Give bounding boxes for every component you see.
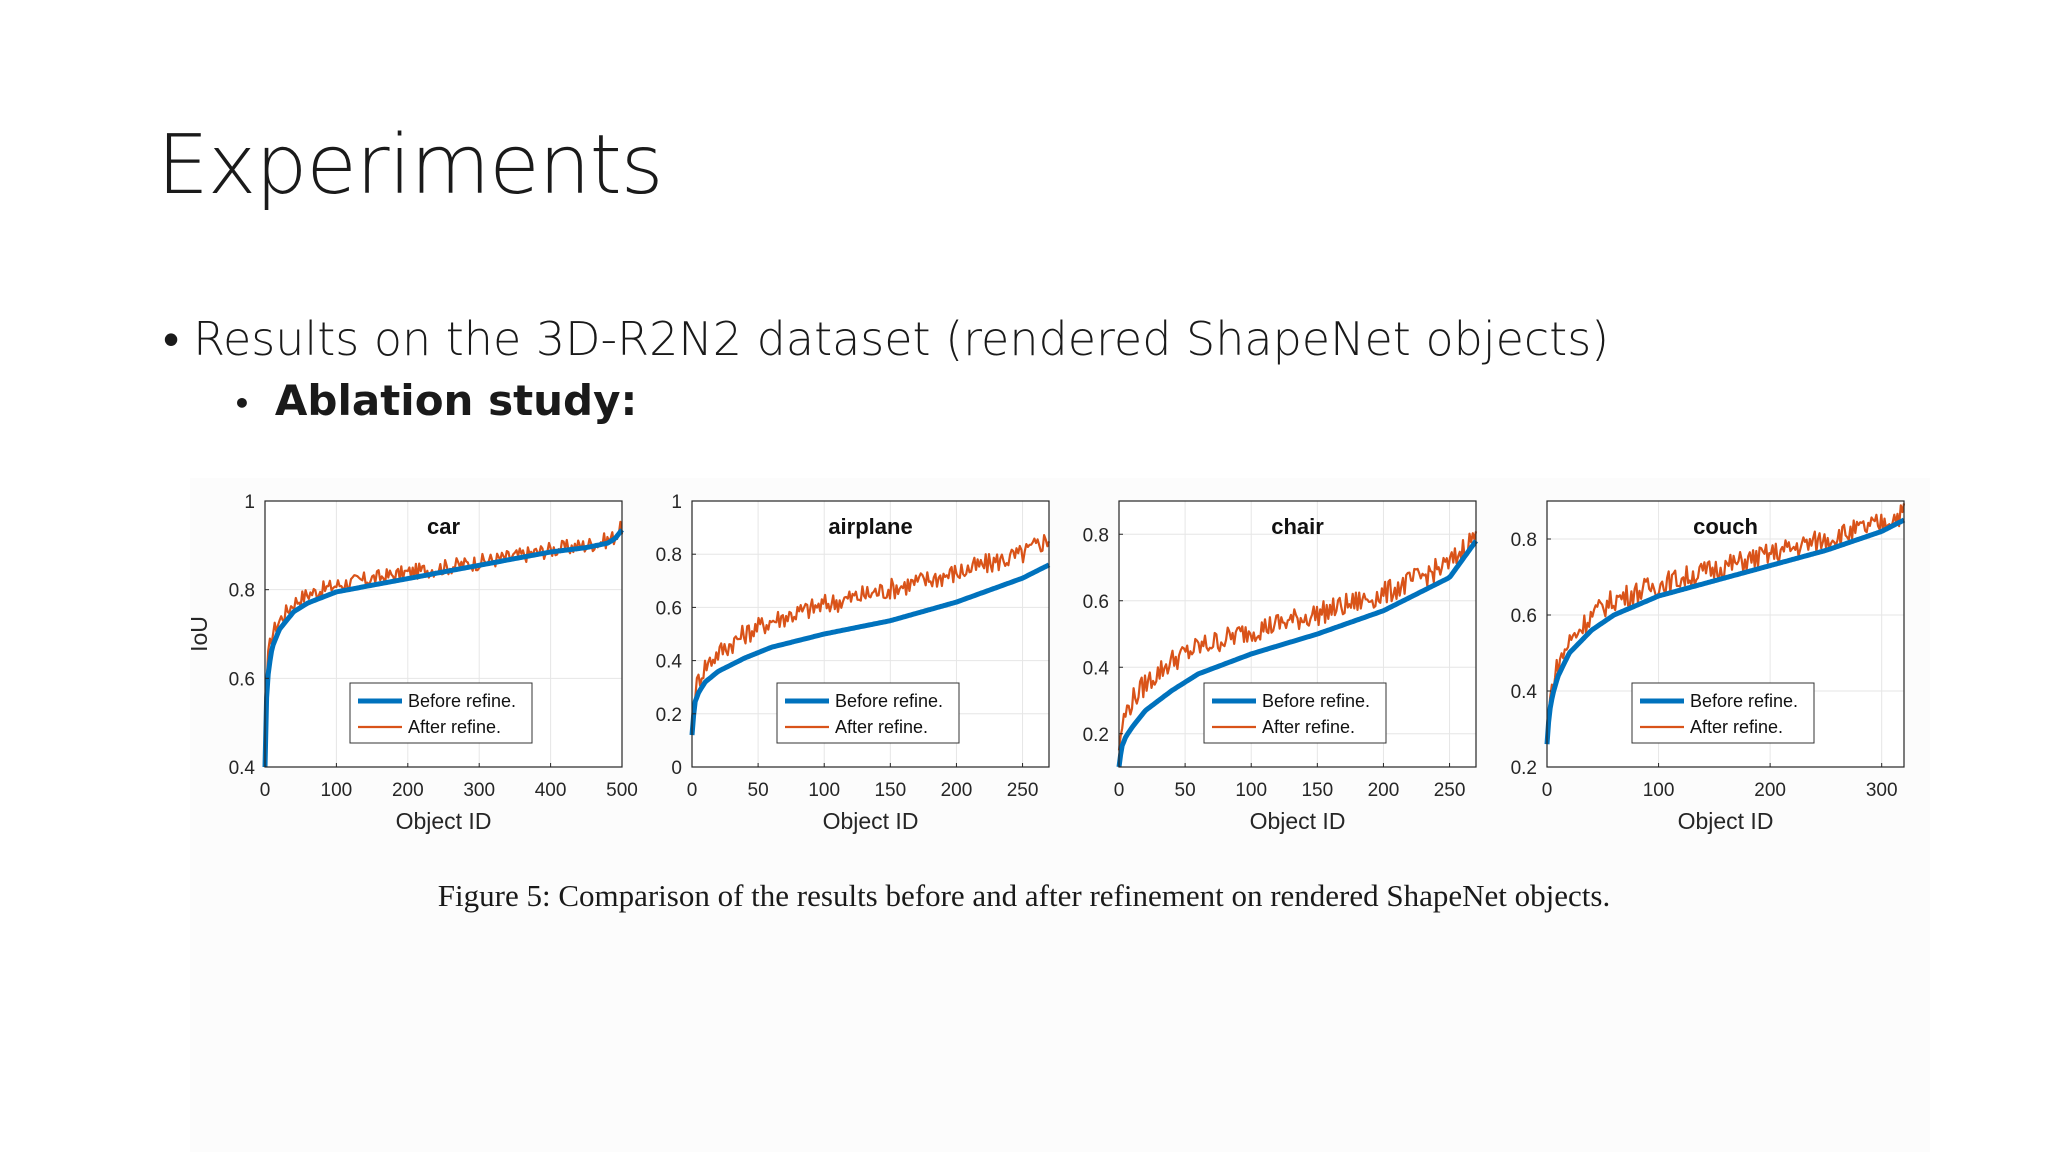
y-tick-label: 0.2 bbox=[1511, 758, 1537, 779]
x-tick-label: 0 bbox=[260, 780, 271, 801]
x-axis-label: Object ID bbox=[1678, 808, 1774, 834]
x-tick-label: 50 bbox=[748, 780, 769, 801]
plot-frame bbox=[1118, 500, 1477, 768]
x-tick-label: 100 bbox=[1643, 780, 1675, 801]
x-tick-label: 0 bbox=[1542, 780, 1553, 801]
sub-bullet-marker: • bbox=[233, 387, 251, 420]
figure-caption: Figure 5: Comparison of the results befo… bbox=[437, 878, 1611, 913]
legend-label-before: Before refine. bbox=[835, 691, 943, 711]
y-tick-label: 1 bbox=[671, 492, 682, 513]
x-tick-label: 200 bbox=[392, 780, 424, 801]
x-tick-label: 0 bbox=[1114, 780, 1125, 801]
x-axis-label: Object ID bbox=[1250, 808, 1346, 834]
legend-label-before: Before refine. bbox=[1690, 691, 1798, 711]
bullet-level-1: • Results on the 3D-R2N2 dataset (rendere… bbox=[163, 312, 1609, 366]
bullet-text: Results on the 3D-R2N2 dataset (rendered… bbox=[193, 312, 1610, 366]
series-after-refine-line bbox=[1545, 503, 1906, 741]
chart-title: couch bbox=[1693, 514, 1758, 539]
legend-label-after: After refine. bbox=[1690, 717, 1783, 737]
x-tick-label: 400 bbox=[535, 780, 567, 801]
x-tick-label: 250 bbox=[1007, 780, 1039, 801]
x-axis-label: Object ID bbox=[396, 808, 492, 834]
sub-bullet-text: Ablation study: bbox=[274, 376, 638, 425]
y-tick-label: 0.4 bbox=[229, 758, 256, 779]
x-tick-label: 150 bbox=[874, 780, 906, 801]
series-before-refine-line bbox=[1116, 539, 1479, 768]
slide-title: Experiments bbox=[157, 118, 664, 213]
y-tick-label: 0.4 bbox=[656, 652, 683, 673]
legend-label-before: Before refine. bbox=[408, 691, 516, 711]
chart-title: car bbox=[427, 514, 460, 539]
y-tick-label: 0.6 bbox=[1083, 592, 1109, 613]
y-tick-label: 0.4 bbox=[1083, 658, 1110, 679]
x-tick-label: 100 bbox=[808, 780, 840, 801]
x-tick-label: 150 bbox=[1301, 780, 1333, 801]
chart-chair: 0 50 100 150 200 250 0.2 0.4 0.6 0.8 chair Object I… bbox=[1083, 500, 1479, 834]
y-tick-label: 0.6 bbox=[229, 669, 255, 690]
legend-box bbox=[776, 682, 960, 744]
legend-label-after: After refine. bbox=[408, 717, 501, 737]
plot-frame bbox=[691, 500, 1050, 768]
series-after-refine-line bbox=[690, 534, 1051, 736]
x-tick-label: 250 bbox=[1434, 780, 1466, 801]
x-tick-label: 100 bbox=[321, 780, 353, 801]
series-before-refine-line bbox=[689, 562, 1051, 736]
x-tick-label: 50 bbox=[1175, 780, 1196, 801]
bullet-level-2: • Ablation study: bbox=[233, 376, 637, 425]
x-tick-label: 200 bbox=[1368, 780, 1400, 801]
y-tick-label: 0.4 bbox=[1511, 682, 1538, 703]
y-tick-label: 0.2 bbox=[1083, 725, 1109, 746]
y-tick-label: 0 bbox=[671, 758, 682, 779]
chart-title: chair bbox=[1271, 514, 1324, 539]
x-tick-label: 300 bbox=[1866, 780, 1898, 801]
series-after-refine-line bbox=[1117, 531, 1478, 751]
chart-title: airplane bbox=[828, 514, 912, 539]
x-tick-label: 300 bbox=[463, 780, 495, 801]
legend-label-after: After refine. bbox=[835, 717, 928, 737]
plot-frame bbox=[264, 500, 623, 768]
x-tick-label: 500 bbox=[606, 780, 638, 801]
legend-box bbox=[349, 682, 533, 744]
y-tick-label: 0.2 bbox=[656, 705, 682, 726]
y-tick-label: 0.8 bbox=[229, 581, 255, 602]
x-axis-label: Object ID bbox=[823, 808, 919, 834]
x-tick-label: 200 bbox=[941, 780, 973, 801]
chart-airplane: 0 50 100 150 200 250 0 0.2 0.4 0.6 0.8 1 airplane Obj… bbox=[656, 492, 1051, 834]
plot-frame bbox=[1546, 500, 1905, 768]
legend-box bbox=[1631, 682, 1815, 744]
x-tick-label: 0 bbox=[687, 780, 698, 801]
legend-label-after: After refine. bbox=[1262, 717, 1355, 737]
y-axis-label: IoU bbox=[186, 616, 212, 652]
chart-car: 0 100 200 300 400 500 0.4 0.6 0.8 1 car Object ID Io… bbox=[186, 492, 638, 834]
y-tick-label: 1 bbox=[244, 492, 255, 513]
chart-couch: 0 100 200 300 0.2 0.4 0.6 0.8 couch Object ID Befo… bbox=[1511, 500, 1906, 834]
y-tick-label: 0.8 bbox=[656, 545, 682, 566]
x-tick-label: 200 bbox=[1754, 780, 1786, 801]
y-tick-label: 0.6 bbox=[656, 598, 682, 619]
series-before-refine-line bbox=[1544, 517, 1906, 745]
x-tick-label: 100 bbox=[1235, 780, 1267, 801]
series-before-refine-line bbox=[262, 528, 624, 768]
bullet-marker: • bbox=[163, 312, 180, 366]
y-tick-label: 0.8 bbox=[1511, 530, 1537, 551]
legend-label-before: Before refine. bbox=[1262, 691, 1370, 711]
y-tick-label: 0.6 bbox=[1511, 606, 1537, 627]
y-tick-label: 0.8 bbox=[1083, 525, 1109, 546]
legend-box bbox=[1203, 682, 1387, 744]
